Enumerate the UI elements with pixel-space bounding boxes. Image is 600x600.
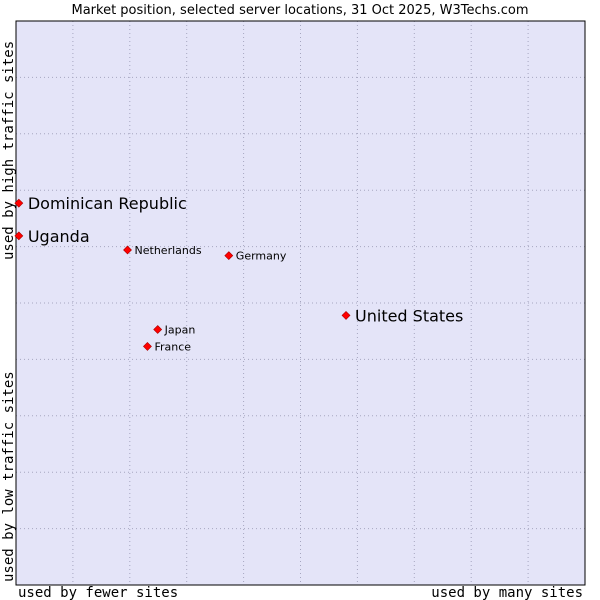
point-marker-france [143,342,152,351]
y-axis-label-top: used by high traffic sites [1,41,17,260]
point-label-united-states: United States [355,306,463,325]
plot-frame [15,20,586,586]
y-axis-label-bottom: used by low traffic sites [1,371,17,582]
x-axis-label-left: used by fewer sites [18,585,178,600]
grid-lines [16,21,585,585]
point-marker-germany [224,251,234,261]
point-label-dominican-republic: Dominican Republic [28,194,187,213]
point-marker-united-states [341,310,351,320]
point-label-uganda: Uganda [28,227,90,246]
point-marker-netherlands [123,245,132,255]
point-label-japan: Japan [164,324,196,337]
x-axis-label-right: used by many sites [431,585,583,600]
point-label-germany: Germany [236,250,287,263]
point-marker-uganda [14,231,24,241]
data-points: Dominican Republic Uganda Netherlands Germa… [14,194,463,353]
point-marker-dominican-republic [14,198,24,208]
point-marker-japan [153,325,163,334]
point-label-netherlands: Netherlands [135,244,202,257]
point-label-france: France [154,340,191,353]
chart-title: Market position, selected server locatio… [71,3,528,18]
